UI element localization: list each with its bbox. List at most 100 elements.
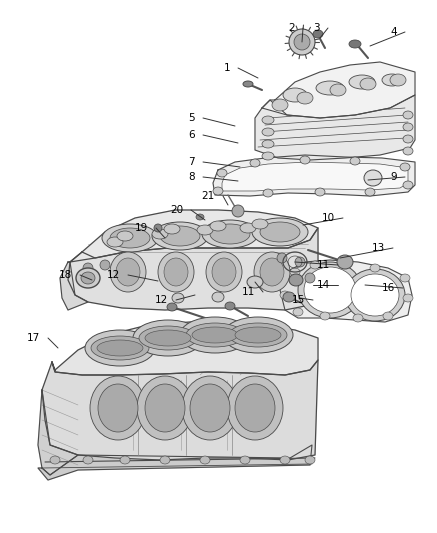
Ellipse shape: [164, 258, 188, 286]
Ellipse shape: [290, 268, 300, 276]
Text: 11: 11: [317, 260, 330, 270]
Ellipse shape: [116, 258, 140, 286]
Ellipse shape: [370, 264, 380, 272]
Text: 12: 12: [155, 295, 168, 305]
Text: 2: 2: [288, 23, 295, 33]
Ellipse shape: [85, 330, 155, 366]
Ellipse shape: [180, 317, 250, 353]
Text: 9: 9: [390, 172, 397, 182]
Ellipse shape: [160, 226, 200, 246]
Ellipse shape: [196, 214, 204, 220]
Text: 1: 1: [223, 63, 230, 73]
Ellipse shape: [353, 314, 363, 322]
Ellipse shape: [277, 253, 287, 263]
Ellipse shape: [262, 152, 274, 160]
Ellipse shape: [76, 268, 100, 288]
Ellipse shape: [262, 116, 274, 124]
Ellipse shape: [254, 252, 290, 292]
Ellipse shape: [197, 225, 213, 235]
Text: 13: 13: [372, 243, 385, 253]
Ellipse shape: [403, 111, 413, 119]
Ellipse shape: [137, 376, 193, 440]
Ellipse shape: [283, 292, 295, 302]
Ellipse shape: [247, 276, 263, 288]
Ellipse shape: [152, 222, 208, 250]
Ellipse shape: [210, 221, 226, 231]
Ellipse shape: [403, 135, 413, 143]
Ellipse shape: [98, 384, 138, 432]
Ellipse shape: [213, 187, 223, 195]
Ellipse shape: [90, 376, 146, 440]
Ellipse shape: [310, 261, 320, 269]
Ellipse shape: [283, 88, 307, 102]
Ellipse shape: [110, 228, 150, 248]
Ellipse shape: [349, 75, 375, 89]
Ellipse shape: [260, 222, 300, 242]
Ellipse shape: [403, 123, 413, 131]
Ellipse shape: [212, 292, 224, 302]
Ellipse shape: [313, 30, 323, 38]
Text: 19: 19: [135, 223, 148, 233]
Text: 20: 20: [170, 205, 183, 215]
Ellipse shape: [382, 74, 402, 86]
Ellipse shape: [390, 74, 406, 86]
Ellipse shape: [260, 258, 284, 286]
Ellipse shape: [164, 224, 180, 234]
Ellipse shape: [403, 294, 413, 302]
Ellipse shape: [337, 255, 353, 269]
Ellipse shape: [320, 312, 330, 320]
Polygon shape: [255, 95, 415, 160]
Ellipse shape: [364, 170, 382, 186]
Ellipse shape: [243, 81, 253, 87]
Text: 14: 14: [317, 280, 330, 290]
Text: 17: 17: [27, 333, 40, 343]
Ellipse shape: [206, 252, 242, 292]
Ellipse shape: [202, 220, 258, 248]
Ellipse shape: [100, 260, 110, 270]
Ellipse shape: [110, 252, 146, 292]
Ellipse shape: [316, 81, 344, 95]
Ellipse shape: [133, 320, 203, 356]
Ellipse shape: [262, 140, 274, 148]
Ellipse shape: [315, 188, 325, 196]
Ellipse shape: [289, 29, 315, 55]
Ellipse shape: [360, 78, 376, 90]
Text: 8: 8: [188, 172, 195, 182]
Ellipse shape: [235, 327, 281, 343]
Ellipse shape: [210, 224, 250, 244]
Polygon shape: [38, 445, 312, 480]
Ellipse shape: [167, 303, 177, 311]
Ellipse shape: [297, 92, 313, 104]
Ellipse shape: [83, 263, 93, 273]
Ellipse shape: [192, 327, 238, 343]
Ellipse shape: [182, 376, 238, 440]
Ellipse shape: [160, 456, 170, 464]
Ellipse shape: [304, 267, 356, 313]
Ellipse shape: [305, 456, 315, 464]
Ellipse shape: [252, 218, 308, 246]
Ellipse shape: [280, 456, 290, 464]
Ellipse shape: [154, 224, 162, 232]
Ellipse shape: [81, 272, 95, 284]
Ellipse shape: [235, 384, 275, 432]
Ellipse shape: [190, 384, 230, 432]
Ellipse shape: [300, 156, 310, 164]
Ellipse shape: [102, 224, 158, 252]
Polygon shape: [42, 360, 318, 460]
Ellipse shape: [294, 34, 310, 50]
Ellipse shape: [139, 326, 197, 350]
Text: 15: 15: [292, 295, 305, 305]
Polygon shape: [280, 260, 412, 322]
Ellipse shape: [232, 205, 244, 217]
Text: 5: 5: [188, 113, 195, 123]
Ellipse shape: [50, 456, 60, 464]
Ellipse shape: [117, 231, 133, 241]
Ellipse shape: [250, 159, 260, 167]
Ellipse shape: [91, 336, 149, 360]
Ellipse shape: [293, 308, 303, 316]
Ellipse shape: [289, 274, 303, 286]
Polygon shape: [262, 62, 415, 118]
Ellipse shape: [350, 157, 360, 165]
Polygon shape: [222, 162, 408, 191]
Ellipse shape: [223, 317, 293, 353]
